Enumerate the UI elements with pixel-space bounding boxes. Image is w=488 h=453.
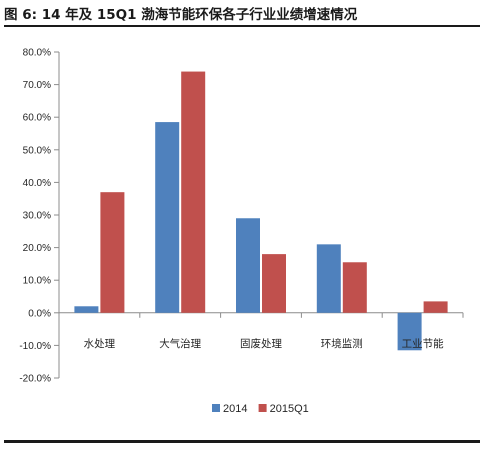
y-tick-label: 70.0% — [23, 80, 51, 91]
bar-2014-工业节能 — [397, 312, 422, 351]
bars — [74, 71, 448, 351]
category-label: 工业节能 — [402, 337, 444, 350]
bottom-rule — [4, 440, 480, 443]
y-axis: -20.0% -10.0% 0.0% 10.0% 20.0% 30.0% 40.0% 50.0… — [19, 48, 464, 385]
category-label: 环境监测 — [321, 337, 363, 350]
figure-title: 图 6: 14 年及 15Q1 渤海节能环保各子行业业绩增速情况 — [4, 7, 358, 23]
bar-2015Q1-固废处理 — [262, 254, 286, 313]
y-tick-label: 10.0% — [23, 276, 51, 287]
y-tick-label: 20.0% — [23, 243, 51, 254]
title-rule — [4, 25, 480, 27]
category-labels: 水处理 大气治理 固废处理 环境监测 工业节能 — [84, 337, 444, 350]
category-label: 水处理 — [84, 338, 116, 350]
category-label: 大气治理 — [159, 337, 201, 350]
bar-2015Q1-工业节能 — [423, 301, 448, 313]
bar-2014-水处理 — [74, 306, 99, 313]
category-label: 固废处理 — [240, 337, 282, 350]
y-tick-label: 30.0% — [23, 211, 51, 222]
y-tick-label: 80.0% — [23, 48, 51, 59]
bar-2014-固废处理 — [236, 218, 260, 313]
legend-swatch-2014 — [212, 404, 220, 412]
legend-label: 2015Q1 — [270, 403, 309, 415]
bar-2014-大气治理 — [155, 122, 180, 313]
y-tick-label: 40.0% — [23, 178, 51, 189]
y-tick-label: 50.0% — [23, 145, 51, 156]
y-tick-label: -10.0% — [19, 341, 51, 352]
bar-2015Q1-大气治理 — [181, 71, 206, 313]
bar-2015Q1-环境监测 — [342, 262, 367, 313]
legend-swatch-2015Q1 — [258, 404, 267, 412]
legend-label: 2014 — [223, 403, 247, 415]
y-tick-label: 0.0% — [28, 308, 51, 319]
y-tick-label: 60.0% — [23, 113, 51, 124]
bar-2014-环境监测 — [316, 244, 341, 313]
bar-2015Q1-水处理 — [100, 192, 125, 313]
legend: 2014 2015Q1 — [212, 403, 309, 415]
y-tick-label: -20.0% — [19, 374, 51, 385]
